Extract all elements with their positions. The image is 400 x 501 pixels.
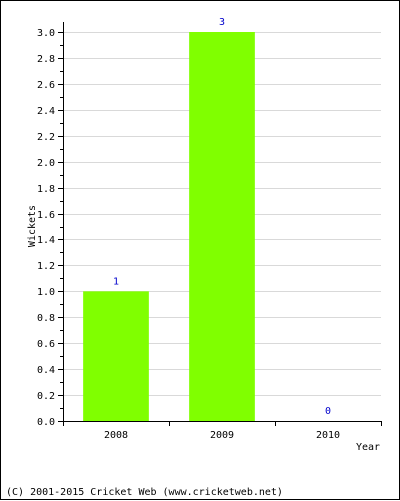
y-tick-label: 3.0	[37, 28, 55, 39]
y-tick-label: 2.2	[37, 132, 55, 143]
x-tick-labels: 2008 2009 2010	[104, 430, 340, 441]
y-tick-label: 0.0	[37, 417, 55, 428]
x-axis-label: Year	[356, 442, 380, 453]
data-label: 1	[113, 276, 119, 287]
x-tick-label: 2008	[104, 430, 128, 441]
axes	[58, 22, 382, 426]
y-tick-label: 2.6	[37, 80, 55, 91]
y-tick-label: 1.8	[37, 184, 55, 195]
y-tick-label: 2.8	[37, 54, 55, 65]
y-tick-label: 0.4	[37, 365, 55, 376]
y-tick-label: 2.4	[37, 106, 55, 117]
y-tick-label: 2.0	[37, 158, 55, 169]
y-tick-label: 0.2	[37, 391, 55, 402]
y-tick-label: 0.8	[37, 313, 55, 324]
data-label: 3	[219, 17, 225, 28]
x-tick-label: 2009	[210, 430, 234, 441]
copyright-footer: (C) 2001-2015 Cricket Web (www.cricketwe…	[6, 487, 283, 498]
bars	[83, 32, 255, 421]
y-tick-label: 0.6	[37, 339, 55, 350]
data-labels: 1 3 0	[113, 17, 331, 417]
y-tick-label: 1.0	[37, 287, 55, 298]
y-tick-label: 1.4	[37, 235, 55, 246]
bar	[189, 32, 255, 421]
y-tick-label: 1.6	[37, 210, 55, 221]
y-tick-label: 1.2	[37, 261, 55, 272]
bar	[83, 291, 149, 421]
y-tick-labels: 0.0 0.2 0.4 0.6 0.8 1.0 1.2 1.4 1.6 1.8 2.0 2.2 2.4 2…	[37, 28, 55, 428]
x-tick-label: 2010	[316, 430, 340, 441]
y-axis-label: Wickets	[27, 205, 38, 247]
data-label: 0	[325, 406, 331, 417]
